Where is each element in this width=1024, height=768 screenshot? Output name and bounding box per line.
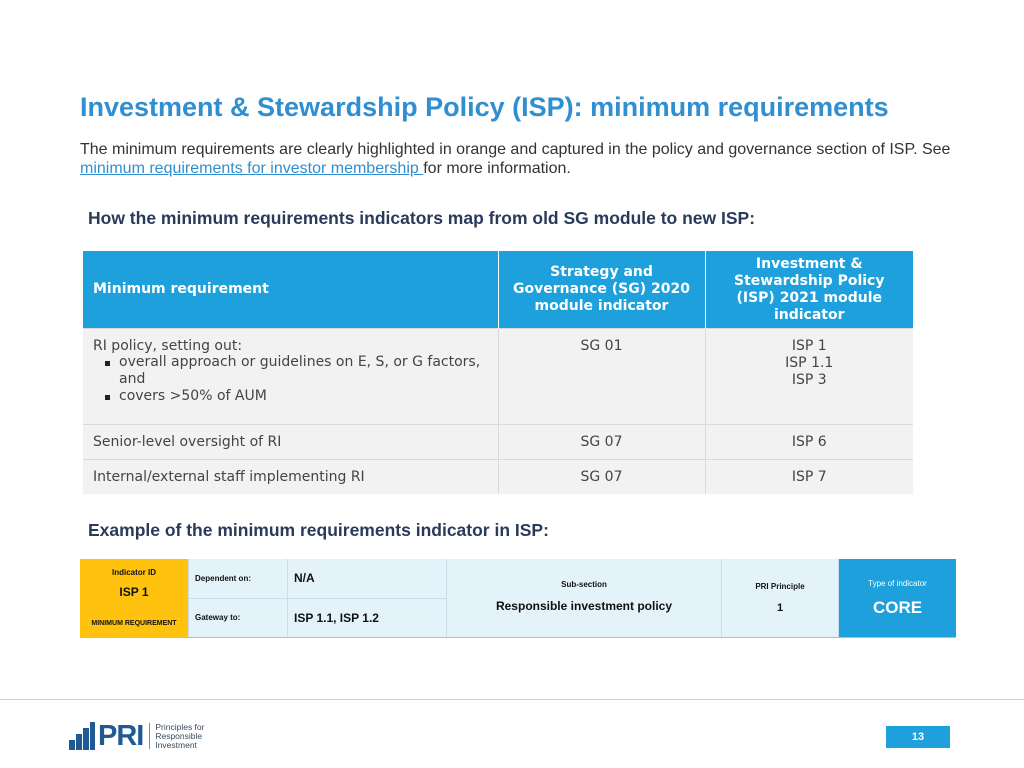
bullet-icon — [105, 361, 110, 366]
mapping-table: Minimum requirement Strategy and Governa… — [83, 251, 913, 494]
header-isp-indicator: Investment & Stewardship Policy (ISP) 20… — [705, 251, 913, 329]
logo-divider — [149, 723, 151, 749]
isp-cell: ISP 6 — [705, 424, 913, 460]
indicator-id-block: Indicator ID ISP 1 MINIMUM REQUIREMENT — [80, 559, 188, 637]
bullet-icon — [105, 395, 110, 400]
sg-cell: SG 01 — [498, 328, 706, 425]
example-heading: Example of the minimum requirements indi… — [88, 520, 549, 540]
dependent-value: N/A — [294, 571, 315, 586]
page-number: 13 — [886, 726, 950, 748]
pri-principle-label: PRI Principle — [755, 582, 805, 591]
intro-text-after: for more information. — [423, 160, 571, 177]
subsection-label: Sub-section — [561, 580, 607, 589]
indicator-type-block: Type of indicator CORE — [838, 559, 956, 637]
indicator-id-label: Indicator ID — [111, 568, 156, 577]
list-item: covers >50% of AUM — [93, 388, 488, 405]
requirement-title: RI policy, setting out: — [93, 338, 243, 354]
dependent-label: Dependent on: — [189, 559, 288, 598]
sg-cell: SG 07 — [498, 459, 706, 494]
requirement-cell: RI policy, setting out: overall approach… — [83, 328, 499, 425]
isp-cell: ISP 1 ISP 1.1 ISP 3 — [705, 328, 913, 425]
minimum-requirement-label: MINIMUM REQUIREMENT — [91, 620, 177, 627]
pri-logo-tagline: Principles for Responsible Investment — [155, 721, 205, 750]
footer-divider — [0, 699, 1024, 700]
pri-logo-icon — [69, 722, 95, 750]
intro-text-before: The minimum requirements are clearly hig… — [80, 141, 951, 158]
pri-principle-block: PRI Principle 1 — [721, 559, 838, 637]
dependency-block: Dependent on: N/A Gateway to: ISP 1.1, I… — [188, 559, 446, 637]
requirement-bullets: overall approach or guidelines on E, S, … — [93, 354, 488, 405]
pri-logo-text: PRI — [98, 720, 144, 752]
indicator-type-label: Type of indicator — [868, 579, 927, 588]
pri-logo: PRI Principles for Responsible Investmen… — [69, 720, 205, 752]
indicator-id-value: ISP 1 — [119, 585, 149, 599]
table-row: Internal/external staff implementing RI … — [83, 459, 913, 494]
map-heading: How the minimum requirements indicators … — [88, 208, 756, 228]
table-row: Senior-level oversight of RI SG 07 ISP 6 — [83, 424, 913, 460]
header-minimum-requirement: Minimum requirement — [83, 251, 499, 329]
isp-cell: ISP 7 — [705, 459, 913, 494]
indicator-header-bar: Indicator ID ISP 1 MINIMUM REQUIREMENT D… — [80, 559, 956, 638]
gateway-value: ISP 1.1, ISP 1.2 — [294, 610, 379, 625]
membership-requirements-link[interactable]: minimum requirements for investor member… — [80, 160, 424, 177]
gateway-row: Gateway to: ISP 1.1, ISP 1.2 — [188, 598, 446, 637]
gateway-label: Gateway to: — [189, 598, 288, 637]
requirement-cell: Internal/external staff implementing RI — [83, 459, 499, 494]
table-row: RI policy, setting out: overall approach… — [83, 328, 913, 425]
requirement-cell: Senior-level oversight of RI — [83, 424, 499, 460]
table-header-row: Minimum requirement Strategy and Governa… — [83, 251, 913, 329]
subsection-value: Responsible investment policy — [495, 599, 673, 613]
subsection-block: Sub-section Responsible investment polic… — [446, 559, 721, 637]
intro-paragraph: The minimum requirements are clearly hig… — [80, 140, 960, 178]
dependent-row: Dependent on: N/A — [188, 559, 446, 599]
pri-principle-value: 1 — [776, 602, 784, 614]
page-title: Investment & Stewardship Policy (ISP): m… — [80, 92, 889, 122]
header-sg-indicator: Strategy and Governance (SG) 2020 module… — [498, 251, 706, 329]
indicator-type-value: CORE — [872, 598, 923, 617]
list-item: overall approach or guidelines on E, S, … — [93, 354, 488, 388]
sg-cell: SG 07 — [498, 424, 706, 460]
